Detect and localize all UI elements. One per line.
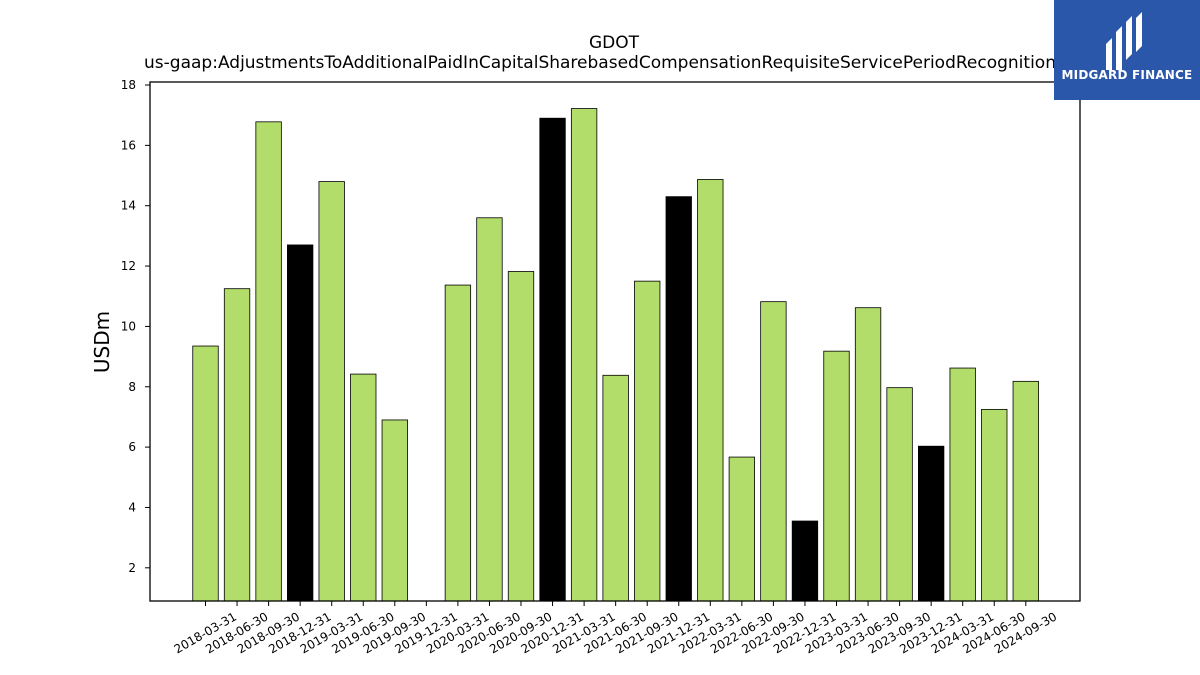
bar-2020-09-30 [507,271,535,602]
bar-2024-06-30 [981,408,1008,602]
bar-2022-09-30 [760,301,787,602]
bar-2019-06-30 [350,373,377,602]
bar-2022-06-30 [728,456,755,602]
bar-2020-06-30 [476,217,503,602]
y-tick-label: 8 [128,380,136,394]
y-tick-label: 4 [128,500,136,514]
bar-2021-06-30 [602,374,629,602]
y-tick-label: 12 [121,259,136,273]
y-tick-label: 2 [128,561,136,575]
y-tick-label: 6 [128,440,136,454]
bar-2023-06-30 [854,307,882,602]
y-axis: 2 4 6 8 10 12 14 16 18 [121,78,150,575]
bar-group [192,108,1039,602]
y-tick-label: 14 [121,199,136,213]
bar-2023-12-31 [918,445,945,602]
logo-text: MIDGARD FINANCE [1061,68,1193,82]
bar-2018-09-30 [255,121,282,602]
bar-2024-09-30 [1012,380,1039,602]
y-tick-label: 16 [121,138,136,152]
chart-title: GDOT [589,33,640,53]
y-tick-label: 18 [121,78,136,92]
bar-2018-12-31 [286,244,314,602]
x-axis: 2018-03-312018-06-302018-09-302018-12-31… [172,601,1059,656]
bar-2018-03-31 [192,345,219,602]
bar-2020-03-31 [444,284,472,602]
bar-2019-03-31 [318,181,345,602]
bar-2021-03-31 [570,108,598,602]
y-axis-label: USDm [90,311,114,373]
y-tick-label: 10 [121,319,136,333]
bar-2020-12-31 [539,117,566,602]
bar-2022-12-31 [791,520,819,602]
logo-mark-icon [1106,12,1142,70]
bar-2023-03-31 [823,350,850,602]
bar-2019-09-30 [381,419,408,602]
bar-2024-03-31 [949,367,976,602]
bar-2023-09-30 [886,387,913,602]
plot-frame [149,81,1081,602]
chart-subtitle: us-gaap:AdjustmentsToAdditionalPaidInCap… [144,53,1056,73]
bar-2022-03-31 [697,179,724,602]
bar-2021-09-30 [634,280,661,602]
bar-2021-12-31 [665,196,692,602]
midgard-finance-logo: MIDGARD FINANCE [1054,0,1200,100]
bar-2018-06-30 [223,288,251,602]
